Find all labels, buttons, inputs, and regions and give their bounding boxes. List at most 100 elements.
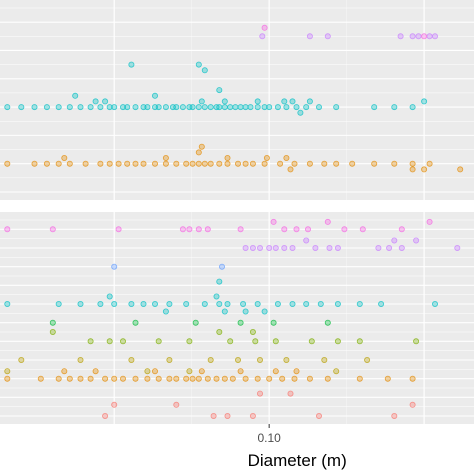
data-point <box>106 338 113 345</box>
data-point <box>221 375 228 382</box>
data-point <box>128 300 135 307</box>
data-point <box>213 293 220 300</box>
data-point <box>254 98 261 105</box>
data-point <box>293 226 300 233</box>
data-point <box>415 33 422 40</box>
data-point <box>216 300 223 307</box>
data-point <box>409 33 416 40</box>
data-point <box>195 61 202 68</box>
data-point <box>303 237 310 244</box>
data-point <box>242 104 249 111</box>
data-point <box>333 368 340 375</box>
data-point <box>324 218 331 225</box>
data-point <box>237 368 244 375</box>
data-point <box>242 308 249 315</box>
data-point <box>261 104 268 111</box>
grid <box>0 0 474 200</box>
data-point <box>457 166 464 173</box>
data-point <box>221 98 228 105</box>
data-point <box>31 160 38 167</box>
data-point <box>254 300 261 307</box>
data-point <box>195 149 202 156</box>
data-point <box>371 104 378 111</box>
data-point <box>306 98 313 105</box>
data-point <box>281 226 288 233</box>
data-point <box>97 104 104 111</box>
data-point <box>281 244 288 251</box>
points <box>4 24 464 173</box>
data-point <box>204 375 211 382</box>
data-point <box>140 160 147 167</box>
data-point <box>256 244 263 251</box>
data-point <box>43 160 50 167</box>
data-point <box>409 104 416 111</box>
data-point <box>426 160 433 167</box>
data-point <box>87 104 94 111</box>
data-point <box>397 33 404 40</box>
grid <box>0 212 474 424</box>
data-point <box>272 368 279 375</box>
data-point <box>266 104 273 111</box>
data-point <box>261 308 268 315</box>
data-point <box>179 104 186 111</box>
data-point <box>144 375 151 382</box>
data-point <box>224 154 231 161</box>
data-point <box>201 67 208 74</box>
data-point <box>77 356 84 363</box>
data-point <box>334 244 341 251</box>
data-point <box>306 160 313 167</box>
data-point <box>120 375 127 382</box>
data-point <box>333 104 340 111</box>
data-point <box>55 300 62 307</box>
data-point <box>227 338 234 345</box>
data-point <box>224 300 231 307</box>
data-point <box>240 300 247 307</box>
data-point <box>4 160 11 167</box>
data-point <box>198 368 205 375</box>
data-point <box>198 143 205 150</box>
data-point <box>111 263 118 270</box>
data-point <box>426 33 433 40</box>
data-point <box>287 166 294 173</box>
data-point <box>306 33 313 40</box>
data-point <box>252 338 259 345</box>
data-point <box>391 237 398 244</box>
data-point <box>391 104 398 111</box>
data-point <box>421 166 428 173</box>
data-point <box>97 300 104 307</box>
data-point <box>227 104 234 111</box>
data-point <box>293 104 300 111</box>
data-point <box>49 328 56 335</box>
data-point <box>189 104 196 111</box>
data-point <box>334 338 341 345</box>
data-point <box>111 104 118 111</box>
data-point <box>266 375 273 382</box>
data-point <box>4 375 11 382</box>
data-point <box>308 338 315 345</box>
data-point <box>391 412 398 419</box>
data-point <box>162 308 169 315</box>
data-point <box>179 226 186 233</box>
data-point <box>204 226 211 233</box>
data-point <box>334 300 341 307</box>
data-point <box>431 300 438 307</box>
data-point <box>186 368 193 375</box>
data-point <box>55 104 62 111</box>
data-point <box>293 368 300 375</box>
data-point <box>92 368 99 375</box>
data-point <box>97 160 104 167</box>
data-point <box>234 160 241 167</box>
data-point <box>326 244 333 251</box>
data-point <box>315 412 322 419</box>
data-point <box>333 160 340 167</box>
data-point <box>216 160 223 167</box>
panel-top <box>0 0 474 200</box>
data-point <box>283 104 290 111</box>
data-point <box>132 104 139 111</box>
data-point <box>120 338 127 345</box>
data-point <box>66 160 73 167</box>
data-point <box>77 375 84 382</box>
data-point <box>263 154 270 161</box>
data-point <box>234 356 241 363</box>
